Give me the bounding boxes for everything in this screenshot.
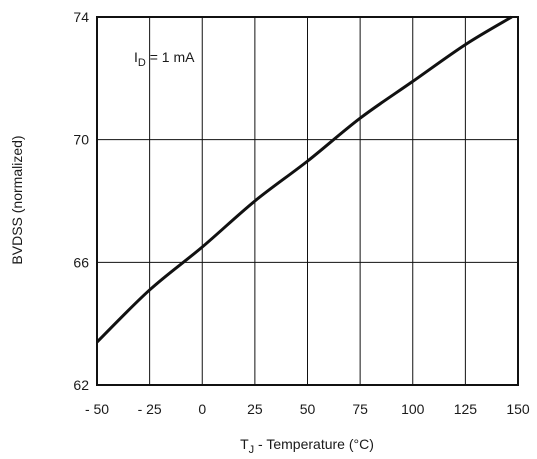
annotation-rest: = 1 mA [146,49,195,65]
x-tick-label: 100 [401,401,425,417]
annotation-text: ID = 1 mA [134,49,195,69]
x-tick-label: 125 [454,401,478,417]
x-tick-label: 0 [198,401,206,417]
x-tick-label: 75 [352,401,368,417]
x-tick-labels: - 50 - 25 0 25 50 75 100 125 150 [85,401,530,417]
x-axis-label-rest: - Temperature (°C) [254,436,374,452]
y-tick-label: 62 [73,377,89,393]
series-line [95,15,513,344]
y-axis-label: BVDSS (normalized) [9,135,25,264]
series-layer [95,15,513,344]
x-tick-label: 50 [300,401,316,417]
x-axis-label-main: T [240,436,249,452]
y-tick-label: 74 [73,9,89,25]
annotation-main: I [134,49,138,65]
y-tick-label: 66 [73,254,89,270]
grid-lines [97,17,518,385]
x-axis-label: TJ - Temperature (°C) [240,436,374,456]
annotation-sub: D [138,57,146,69]
x-tick-label: 150 [506,401,530,417]
plot-frame [96,16,519,386]
y-tick-label: 70 [73,132,89,148]
y-tick-labels: 62 66 70 74 [73,9,89,393]
x-axis-label-sub: J [249,444,255,456]
x-tick-label: - 50 [85,401,109,417]
x-tick-label: 25 [247,401,263,417]
x-tick-label: - 25 [138,401,162,417]
